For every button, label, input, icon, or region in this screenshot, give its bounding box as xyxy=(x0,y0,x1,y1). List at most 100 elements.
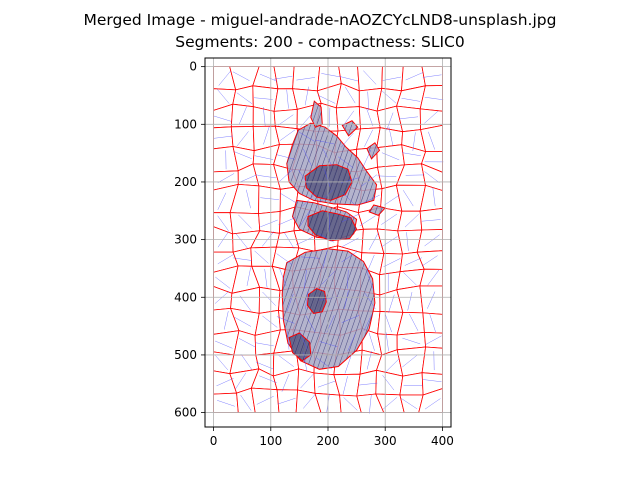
cell-flow-line xyxy=(238,338,256,348)
cell-flow-line xyxy=(425,335,442,346)
grid-layer xyxy=(205,58,451,427)
hatch-line xyxy=(292,200,299,240)
cell-flow-line xyxy=(240,354,253,370)
cell-flow-line xyxy=(409,313,419,331)
hatch-line xyxy=(286,123,302,205)
cell-flow-line xyxy=(388,294,395,313)
x-axis-ticks: 0 100 200 300 400 xyxy=(210,427,454,448)
cell-flow-line xyxy=(399,116,419,120)
hatch-line xyxy=(347,248,375,370)
cell-flow-line xyxy=(385,358,400,373)
x-tick-label: 400 xyxy=(431,434,454,448)
merged-region-dark xyxy=(306,288,327,314)
cell-flow-line xyxy=(232,71,250,81)
cell-flow-line xyxy=(403,272,417,286)
cell-flow-line xyxy=(366,108,374,127)
y-axis-ticks: 0 100 200 300 400 500 600 xyxy=(174,60,205,420)
superpixel-cell xyxy=(399,372,424,396)
hatch-line xyxy=(324,210,336,241)
cell-flow-line xyxy=(402,337,421,345)
cell-flow-line xyxy=(319,189,334,204)
cell-flow-line xyxy=(424,110,439,124)
cell-flow-line xyxy=(217,89,230,104)
merged-region-dark xyxy=(307,210,358,242)
cell-flow-line xyxy=(281,374,290,392)
y-tick-label: 400 xyxy=(174,290,197,304)
cell-flow-line xyxy=(381,213,398,225)
cell-flow-line xyxy=(305,290,309,310)
cell-flow-line xyxy=(305,315,316,333)
cell-flow-line xyxy=(215,276,231,289)
superpixel-cell xyxy=(258,286,281,314)
cell-flow-line xyxy=(295,236,314,246)
plot-area xyxy=(205,58,451,427)
cell-flow-line xyxy=(341,251,358,263)
cell-flow-line xyxy=(262,291,276,306)
superpixel-cell xyxy=(356,369,377,397)
cell-flow-line xyxy=(217,253,235,265)
hatch-line xyxy=(342,248,375,370)
hatch-line xyxy=(302,333,311,361)
superpixel-cell xyxy=(419,207,443,231)
hatch-line xyxy=(303,123,333,205)
cell-flow-line xyxy=(233,257,252,261)
cell-flow-line xyxy=(287,330,290,350)
y-tick-label: 0 xyxy=(189,60,197,74)
cell-flow-line xyxy=(339,76,359,82)
hatch-line xyxy=(292,200,304,240)
cell-flow-line xyxy=(322,149,333,166)
cell-flow-line xyxy=(386,112,394,131)
cell-flow-line xyxy=(223,311,229,330)
hatch-line xyxy=(370,123,377,205)
cell-flow-line xyxy=(260,197,279,200)
cell-flow-line xyxy=(377,175,397,177)
cell-flow-line xyxy=(382,375,395,391)
cell-flow-line xyxy=(427,269,440,286)
superpixel-cell xyxy=(213,392,239,414)
cell-flow-line xyxy=(262,231,275,247)
cell-flow-line xyxy=(216,377,234,387)
cell-flow-line xyxy=(217,215,229,232)
cell-flow-line xyxy=(362,149,372,167)
hatch-line xyxy=(298,123,327,205)
cell-flow-line xyxy=(239,174,258,183)
cell-flow-line xyxy=(235,233,248,249)
cell-flow-line xyxy=(240,394,252,411)
cell-flow-line xyxy=(317,380,336,388)
hatch-line xyxy=(329,210,341,241)
cell-flow-line xyxy=(385,332,389,352)
cell-flow-line xyxy=(367,91,370,111)
cell-flow-line xyxy=(344,290,349,309)
cell-flow-line xyxy=(234,317,252,327)
cell-flow-line xyxy=(405,72,423,81)
cell-flow-line xyxy=(359,215,376,227)
cell-flow-line xyxy=(385,314,392,333)
cell-flow-line xyxy=(368,232,379,250)
cell-flow-line xyxy=(300,256,320,259)
cell-flow-line xyxy=(238,214,252,229)
cell-flow-line xyxy=(259,375,277,384)
cell-flow-line xyxy=(347,333,356,352)
cell-flow-line xyxy=(278,355,294,367)
cell-flow-line xyxy=(299,332,308,350)
cell-flow-line xyxy=(304,86,309,106)
hatch-line xyxy=(311,248,355,370)
cell-flow-line xyxy=(361,174,378,187)
superpixel-cell xyxy=(416,229,443,253)
cell-flow-line xyxy=(366,272,374,291)
cell-flow-line xyxy=(263,106,266,126)
cell-flow-line xyxy=(343,397,358,411)
y-tick-label: 600 xyxy=(174,406,197,420)
superpixel-cell xyxy=(229,212,261,235)
hatch-line xyxy=(292,123,322,205)
cell-flow-line xyxy=(217,400,235,407)
hatch-line xyxy=(374,205,379,216)
cell-flow-line xyxy=(345,86,356,104)
cell-flow-line xyxy=(364,129,373,147)
cell-flow-line xyxy=(362,194,380,204)
cell-flow-line xyxy=(369,394,372,414)
cell-flow-line xyxy=(363,70,377,85)
cell-flow-line xyxy=(264,269,268,288)
cell-flow-line xyxy=(382,76,402,81)
